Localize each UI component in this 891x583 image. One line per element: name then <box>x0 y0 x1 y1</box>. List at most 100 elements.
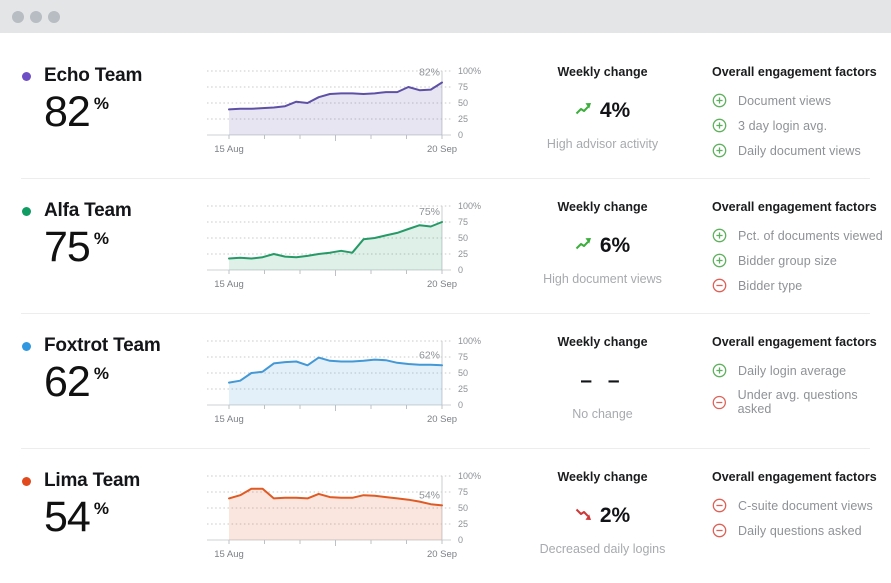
trend-icon-holder <box>575 99 592 123</box>
team-row: Alfa Team 75% 100% 75 50 25 0 15 Aug 20 Sep 75%… <box>0 178 891 313</box>
svg-text:25: 25 <box>458 114 468 124</box>
team-score-unit: % <box>93 94 109 113</box>
trend-icon-holder <box>575 504 592 528</box>
team-score-number: 62 <box>44 358 91 406</box>
factor-item: Under avg. questions asked <box>712 388 891 416</box>
engagement-factors-panel: Overall engagement factors C-suite docum… <box>712 470 891 583</box>
factor-label: Daily login average <box>738 363 847 378</box>
factors-header: Overall engagement factors <box>712 200 877 214</box>
minus-icon <box>712 278 727 293</box>
team-color-dot-icon <box>22 476 31 486</box>
weekly-change-header: Weekly change <box>557 335 648 349</box>
svg-text:0: 0 <box>458 535 463 545</box>
svg-text:62%: 62% <box>419 349 440 361</box>
svg-text:100%: 100% <box>458 201 481 211</box>
team-score-unit: % <box>93 229 109 248</box>
svg-text:25: 25 <box>458 519 468 529</box>
weekly-change-header: Weekly change <box>557 65 648 79</box>
engagement-sparkline-chart: 100% 75 50 25 0 15 Aug 20 Sep 75% <box>205 200 485 313</box>
engagement-sparkline-chart: 100% 75 50 25 0 15 Aug 20 Sep 54% <box>205 470 485 583</box>
factors-list: Daily login average Under avg. questions … <box>712 363 891 416</box>
svg-text:0: 0 <box>458 130 463 140</box>
team-color-dot-icon <box>22 71 31 81</box>
svg-text:100%: 100% <box>458 471 481 481</box>
factors-header: Overall engagement factors <box>712 65 877 79</box>
weekly-change-panel: Weekly change 4% High advisor activity <box>515 65 690 178</box>
plus-icon <box>712 228 727 243</box>
factor-item: Bidder type <box>712 278 891 293</box>
svg-text:0: 0 <box>458 265 463 275</box>
team-score: 54% <box>44 496 205 539</box>
weekly-change-panel: Weekly change – – No change <box>515 335 690 448</box>
svg-text:25: 25 <box>458 384 468 394</box>
factor-label: C-suite document views <box>738 498 873 513</box>
engagement-sparkline-chart: 100% 75 50 25 0 15 Aug 20 Sep 62% <box>205 335 485 448</box>
svg-text:75: 75 <box>458 82 468 92</box>
svg-text:100%: 100% <box>458 336 481 346</box>
minus-icon <box>712 395 726 409</box>
window-dot-icon <box>12 10 24 23</box>
team-score: 62% <box>44 361 205 404</box>
weekly-change-value: – – <box>515 369 690 393</box>
factor-item: Daily document views <box>712 143 891 158</box>
team-name: Foxtrot Team <box>44 335 161 356</box>
trend-up-icon <box>575 103 591 115</box>
weekly-change-number: – – <box>580 369 625 392</box>
weekly-change-value: 2% <box>515 504 690 528</box>
team-color-dot-icon <box>22 341 31 351</box>
svg-text:20 Sep: 20 Sep <box>427 549 457 560</box>
weekly-change-panel: Weekly change 2% Decreased daily logins <box>515 470 690 583</box>
factor-item: 3 day login avg. <box>712 118 891 133</box>
team-engagement-list: Echo Team 82% 100% 75 50 25 0 15 Aug 20 Sep 82%… <box>0 33 891 583</box>
factor-item: Daily questions asked <box>712 523 891 538</box>
factor-label: Daily questions asked <box>738 523 862 538</box>
weekly-change-number: 6% <box>599 234 631 257</box>
factor-label: Bidder group size <box>738 253 837 268</box>
team-row: Lima Team 54% 100% 75 50 25 0 15 Aug 20 Sep 54%… <box>0 448 891 583</box>
weekly-change-caption: No change <box>572 407 633 421</box>
factor-label: Pct. of documents viewed <box>738 228 883 243</box>
window-dot-icon <box>48 10 60 23</box>
svg-text:50: 50 <box>458 503 468 513</box>
team-color-dot-icon <box>22 206 31 216</box>
plus-icon <box>712 143 727 158</box>
engagement-sparkline-chart: 100% 75 50 25 0 15 Aug 20 Sep 82% <box>205 65 485 178</box>
weekly-change-header: Weekly change <box>557 470 648 484</box>
svg-text:75: 75 <box>458 487 468 497</box>
team-name: Alfa Team <box>44 200 132 221</box>
plus-icon <box>712 118 727 133</box>
factor-label: 3 day login avg. <box>738 118 828 133</box>
factor-item: Daily login average <box>712 363 891 378</box>
engagement-factors-panel: Overall engagement factors Pct. of docum… <box>712 200 891 313</box>
weekly-change-header: Weekly change <box>557 200 648 214</box>
team-score-number: 75 <box>44 223 91 271</box>
minus-icon <box>712 523 727 538</box>
team-score-number: 54 <box>44 493 91 541</box>
svg-text:50: 50 <box>458 233 468 243</box>
svg-text:54%: 54% <box>419 489 440 501</box>
team-summary: Foxtrot Team 62% <box>0 335 205 448</box>
team-summary: Lima Team 54% <box>0 470 205 583</box>
svg-text:0: 0 <box>458 400 463 410</box>
trend-up-icon <box>575 238 591 250</box>
factor-label: Daily document views <box>738 143 861 158</box>
weekly-change-value: 4% <box>515 99 690 123</box>
plus-icon <box>712 363 727 378</box>
plus-icon <box>712 253 727 268</box>
trend-icon-holder <box>575 234 592 258</box>
factor-item: Document views <box>712 93 891 108</box>
factor-label: Under avg. questions asked <box>737 388 858 416</box>
factor-item: Bidder group size <box>712 253 891 268</box>
svg-text:100%: 100% <box>458 66 481 76</box>
factor-item: C-suite document views <box>712 498 891 513</box>
svg-text:75%: 75% <box>419 206 440 218</box>
svg-text:20 Sep: 20 Sep <box>427 279 457 290</box>
factors-header: Overall engagement factors <box>712 335 877 349</box>
weekly-change-caption: High document views <box>543 272 662 286</box>
svg-text:25: 25 <box>458 249 468 259</box>
team-row: Foxtrot Team 62% 100% 75 50 25 0 15 Aug 20 Sep… <box>0 313 891 448</box>
team-score-unit: % <box>93 364 109 383</box>
weekly-change-number: 2% <box>599 504 631 527</box>
plus-icon <box>712 93 727 108</box>
engagement-factors-panel: Overall engagement factors Document view… <box>712 65 891 178</box>
